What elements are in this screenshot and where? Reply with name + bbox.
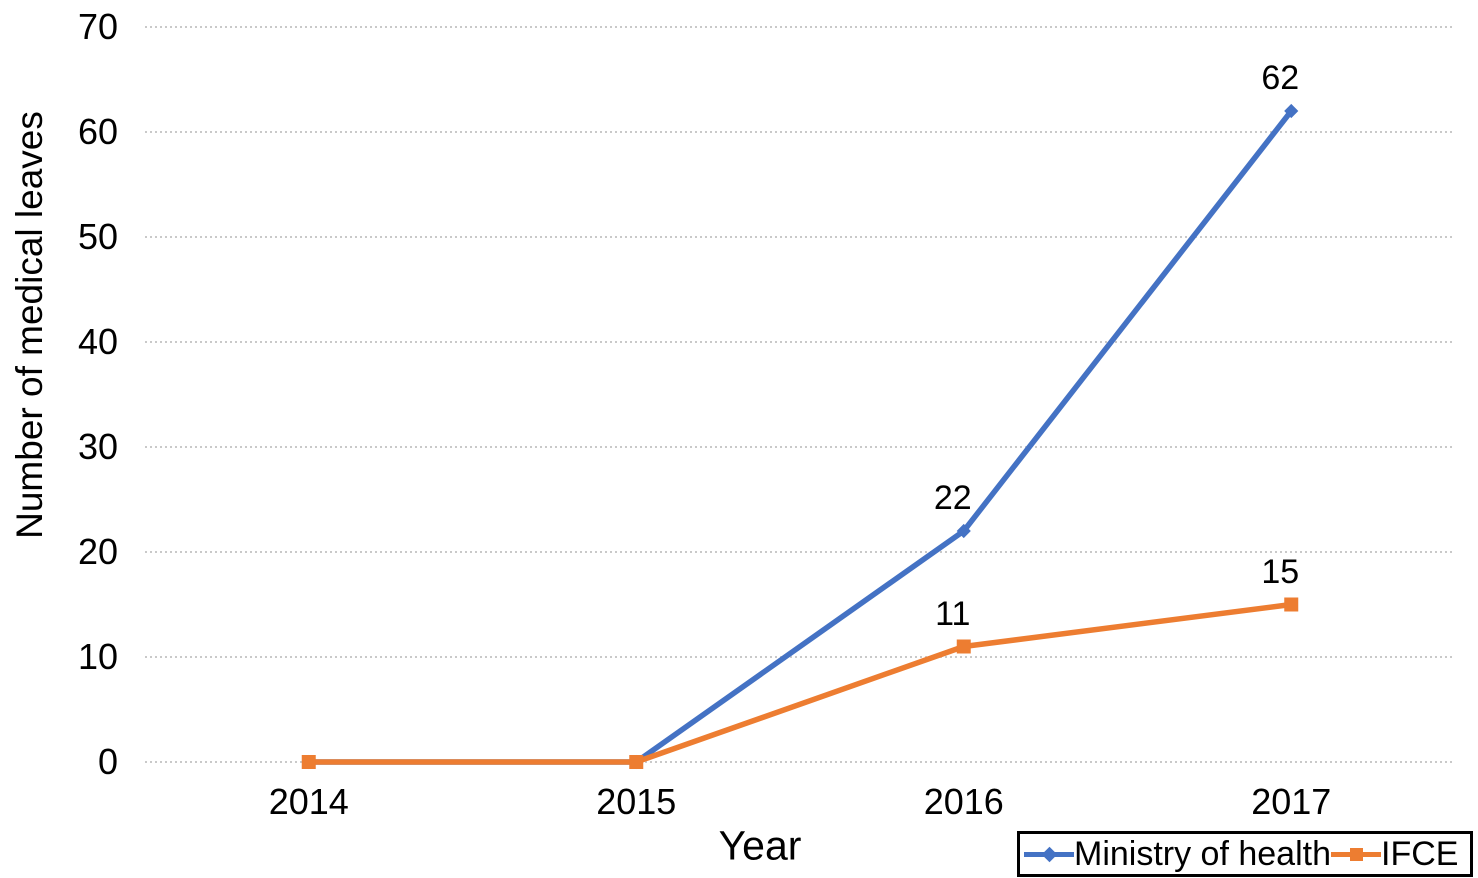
y-tick-label-60: 60 <box>77 111 118 152</box>
gridline-70 <box>145 26 1455 28</box>
gridline-10 <box>145 656 1455 658</box>
data-label-22: 22 <box>933 479 972 517</box>
data-label-62: 62 <box>1261 59 1300 97</box>
y-tick-label-30: 30 <box>77 426 118 467</box>
y-tick-label-20: 20 <box>77 531 118 572</box>
diamond-marker-icon <box>956 523 971 539</box>
gridline-20 <box>145 551 1455 553</box>
gridline-30 <box>145 446 1455 448</box>
diamond-icon <box>1041 846 1058 863</box>
y-tick-label-70: 70 <box>77 6 118 47</box>
x-tick-label-2014: 2014 <box>268 781 349 822</box>
square-icon <box>1350 848 1363 861</box>
data-label-11: 11 <box>935 594 971 633</box>
series-line-1 <box>308 601 1292 765</box>
legend-diamond-marker-icon <box>1024 844 1074 864</box>
y-tick-label-50: 50 <box>77 216 118 257</box>
legend-item-ministry-of-health[interactable]: Ministry of health <box>1024 835 1331 874</box>
square-marker-icon <box>956 639 971 654</box>
series-line-0 <box>308 109 1294 765</box>
gridline-50 <box>145 236 1455 238</box>
y-tick-label-40: 40 <box>77 321 118 362</box>
data-label-15: 15 <box>1261 552 1300 591</box>
gridline-60 <box>145 131 1455 133</box>
square-marker-icon <box>1284 597 1299 612</box>
gridline-0 <box>145 761 1455 763</box>
legend-label-ifce: IFCE <box>1381 834 1459 873</box>
x-tick-label-2015: 2015 <box>596 781 677 822</box>
legend-item-ifce[interactable]: IFCE <box>1331 835 1458 874</box>
x-tick-label-2017: 2017 <box>1251 781 1332 822</box>
diamond-marker-icon <box>1284 103 1299 119</box>
legend-label-ministry-of-health: Ministry of health <box>1074 834 1331 873</box>
y-tick-label-10: 10 <box>77 636 118 677</box>
y-tick-label-0: 0 <box>97 741 118 782</box>
x-tick-label-2016: 2016 <box>923 781 1004 822</box>
gridline-40 <box>145 341 1455 343</box>
legend-square-marker-icon <box>1331 844 1381 864</box>
x-axis-title: Year <box>718 822 802 869</box>
legend: Ministry of health IFCE <box>1017 831 1473 877</box>
